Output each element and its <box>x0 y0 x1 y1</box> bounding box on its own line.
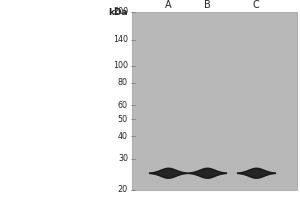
Text: 100: 100 <box>113 61 128 70</box>
Text: kDa: kDa <box>108 8 128 17</box>
Text: C: C <box>253 0 260 10</box>
Text: A: A <box>165 0 171 10</box>
Text: 140: 140 <box>113 35 128 44</box>
Text: 60: 60 <box>118 101 128 110</box>
Text: 200: 200 <box>113 7 128 16</box>
Text: 20: 20 <box>118 185 128 194</box>
Bar <box>132 12 297 190</box>
Text: 30: 30 <box>118 154 128 163</box>
Text: 40: 40 <box>118 132 128 141</box>
Text: 80: 80 <box>118 78 128 87</box>
Text: B: B <box>204 0 210 10</box>
Text: 50: 50 <box>118 115 128 124</box>
